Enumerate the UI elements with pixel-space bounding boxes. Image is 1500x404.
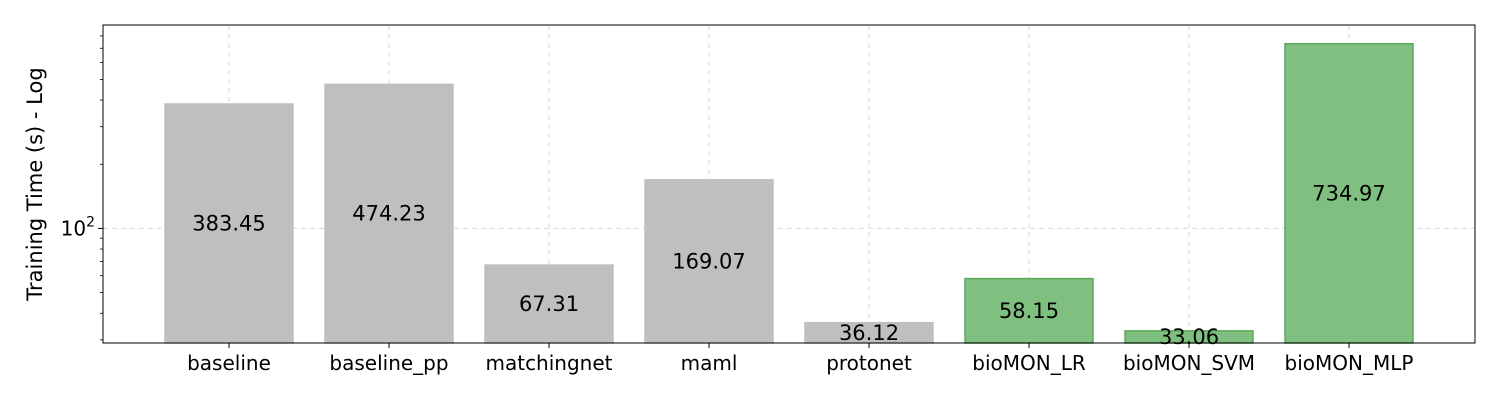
y-tick-labels: 102 — [61, 214, 95, 240]
x-tick-labels: baseline baseline_pp matchingnet maml proton… — [187, 351, 1413, 375]
x-tick-label: bioMON_MLP — [1285, 351, 1414, 375]
y-tick-label: 102 — [61, 214, 95, 240]
bar-value-label: 169.07 — [672, 249, 745, 273]
bar-value-label: 383.45 — [192, 211, 265, 235]
bar-baseline — [164, 103, 294, 344]
x-tick-label: matchingnet — [485, 351, 612, 375]
bar-bioMON_LR — [964, 277, 1094, 344]
bar-value-label: 474.23 — [352, 202, 425, 226]
bar-maml — [644, 179, 774, 344]
x-tick-label: bioMON_LR — [972, 351, 1086, 375]
plot-area-frame — [102, 24, 1476, 344]
bar-matchingnet — [484, 264, 614, 344]
y-axis-title: Training Time (s) - Log — [23, 67, 47, 301]
bar-bioMON_MLP — [1284, 43, 1414, 344]
x-tick-label: protonet — [826, 351, 912, 375]
bars — [164, 43, 1414, 344]
bar-value-label: 36.12 — [839, 321, 899, 345]
y-tick-exponent: 2 — [86, 214, 95, 230]
bar-value-label: 67.31 — [519, 292, 579, 316]
grid-lines — [103, 25, 1475, 343]
bar-baseline_pp — [324, 83, 454, 344]
axis-ticks — [98, 35, 1350, 348]
y-tick-base: 10 — [61, 216, 86, 240]
x-tick-label: bioMON_SVM — [1123, 351, 1255, 375]
bar-value-labels: 383.45 474.2367.31169.0736.1258.1533.0673… — [192, 181, 1385, 349]
x-tick-label: baseline_pp — [329, 351, 448, 375]
bar-value-label: 734.97 — [1312, 181, 1385, 205]
x-tick-label: baseline — [187, 351, 271, 375]
x-tick-label: maml — [681, 351, 738, 375]
bar-value-label: 58.15 — [999, 299, 1059, 323]
